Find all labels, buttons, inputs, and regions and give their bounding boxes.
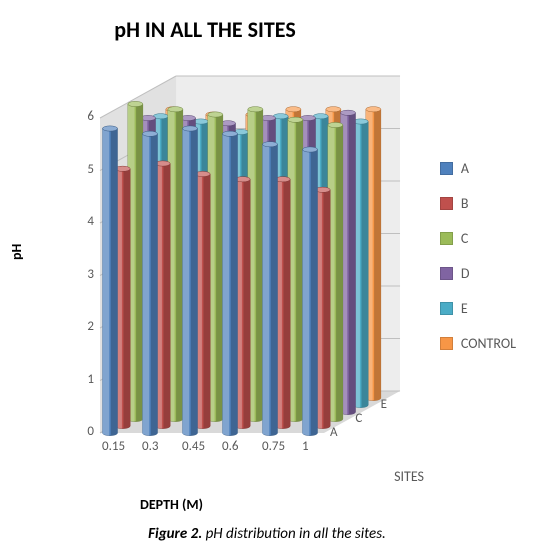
figure-caption: Figure 2. pH distribution in all the sit… [0, 525, 534, 543]
y-tick-label: 1 [76, 372, 94, 387]
legend-label: A [461, 160, 469, 177]
legend-label: D [461, 265, 470, 282]
x-tick-label: 0.45 [182, 439, 205, 454]
y-axis-label: pH [8, 244, 25, 260]
legend-swatch [440, 267, 453, 280]
y-tick-label: 2 [76, 319, 94, 334]
x-tick-label: 0.6 [222, 439, 238, 454]
chart-plot-area [40, 55, 400, 465]
y-tick-label: 5 [76, 162, 94, 177]
y-tick-label: 4 [76, 214, 94, 229]
legend-label: C [461, 230, 468, 247]
x-tick-label: 0.3 [142, 439, 158, 454]
chart-svg [40, 55, 400, 465]
legend-label: B [461, 195, 469, 212]
legend-swatch [440, 197, 453, 210]
legend-item: C [440, 230, 516, 247]
legend-item: A [440, 160, 516, 177]
legend-item: D [440, 265, 516, 282]
legend-swatch [440, 162, 453, 175]
chart-title: pH IN ALL THE SITES [0, 16, 410, 43]
legend: A B C D E CONTROL [440, 160, 516, 370]
legend-item: E [440, 300, 516, 317]
z-tick-label: C [355, 411, 362, 426]
y-tick-label: 6 [76, 109, 94, 124]
legend-label: E [461, 300, 468, 317]
legend-label: CONTROL [461, 335, 516, 352]
legend-item: CONTROL [440, 335, 516, 352]
legend-swatch [440, 337, 453, 350]
caption-label: Figure 2. [148, 525, 202, 543]
x-tick-label: 1 [302, 439, 309, 454]
x-tick-label: 0.75 [262, 439, 285, 454]
caption-text: pH distribution in all the sites. [202, 525, 386, 543]
x-tick-label: 0.15 [102, 439, 125, 454]
y-tick-label: 0 [76, 424, 94, 439]
legend-swatch [440, 232, 453, 245]
y-tick-label: 3 [76, 267, 94, 282]
legend-swatch [440, 302, 453, 315]
z-axis-label: SITES [394, 468, 424, 485]
chart-container: { "title": { "text": "pH IN ALL THE SITE… [0, 0, 534, 547]
legend-item: B [440, 195, 516, 212]
z-tick-label: A [330, 425, 338, 440]
z-tick-label: E [381, 397, 387, 412]
x-axis-label: DEPTH (M) [140, 496, 203, 513]
